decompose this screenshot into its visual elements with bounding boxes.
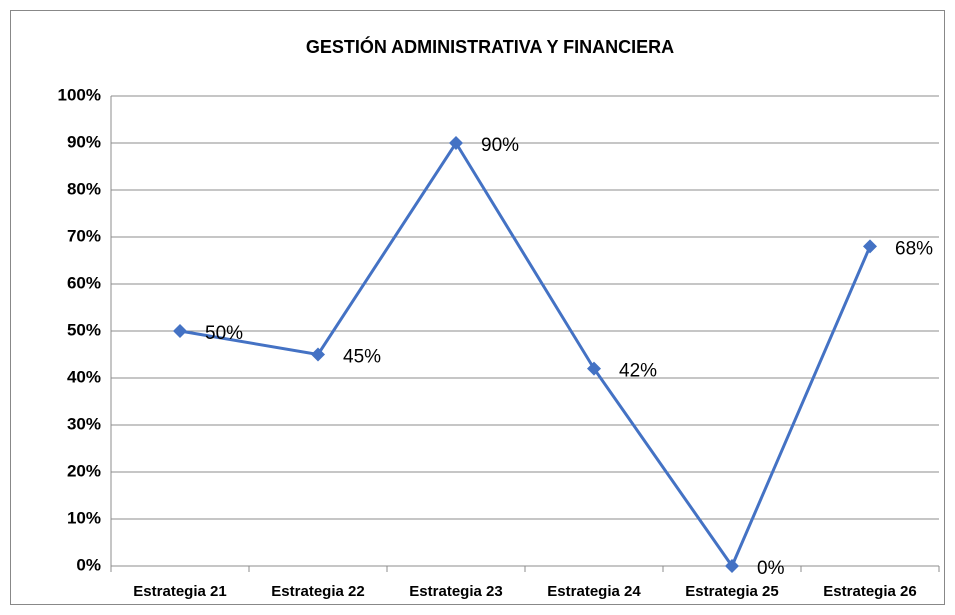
data-point [725, 559, 739, 573]
y-tick-label: 90% [67, 132, 101, 151]
y-tick-label: 40% [67, 367, 101, 386]
x-tick-label: Estrategia 25 [685, 583, 778, 600]
data-point [311, 347, 325, 362]
y-tick-label: 100% [58, 85, 101, 104]
data-label: 0% [757, 558, 785, 579]
x-tick-label: Estrategia 21 [133, 583, 226, 600]
y-tick-label: 0% [76, 555, 101, 574]
series-line [179, 140, 872, 570]
data-point [863, 239, 877, 254]
data-label: 42% [619, 361, 657, 382]
data-point [173, 324, 187, 338]
data-point [449, 136, 463, 150]
x-tick-label: Estrategia 24 [547, 583, 641, 600]
data-point [587, 361, 601, 376]
chart-title: GESTIÓN ADMINISTRATIVA Y FINANCIERA [306, 36, 674, 57]
data-label: 90% [481, 135, 519, 156]
chart-border [10, 10, 945, 605]
data-label: 50% [205, 323, 243, 344]
y-tick-label: 60% [67, 273, 101, 292]
y-tick-label: 70% [67, 226, 101, 245]
data-label: 68% [895, 238, 933, 259]
x-tick-label: Estrategia 26 [823, 583, 916, 600]
y-tick-label: 20% [67, 461, 101, 480]
y-tick-label: 10% [67, 508, 101, 527]
y-tick-label: 80% [67, 179, 101, 198]
y-tick-label: 30% [67, 414, 101, 433]
data-label: 45% [343, 347, 381, 368]
y-tick-label: 50% [67, 320, 101, 339]
x-tick-label: Estrategia 22 [271, 583, 364, 600]
x-tick-label: Estrategia 23 [409, 583, 502, 600]
